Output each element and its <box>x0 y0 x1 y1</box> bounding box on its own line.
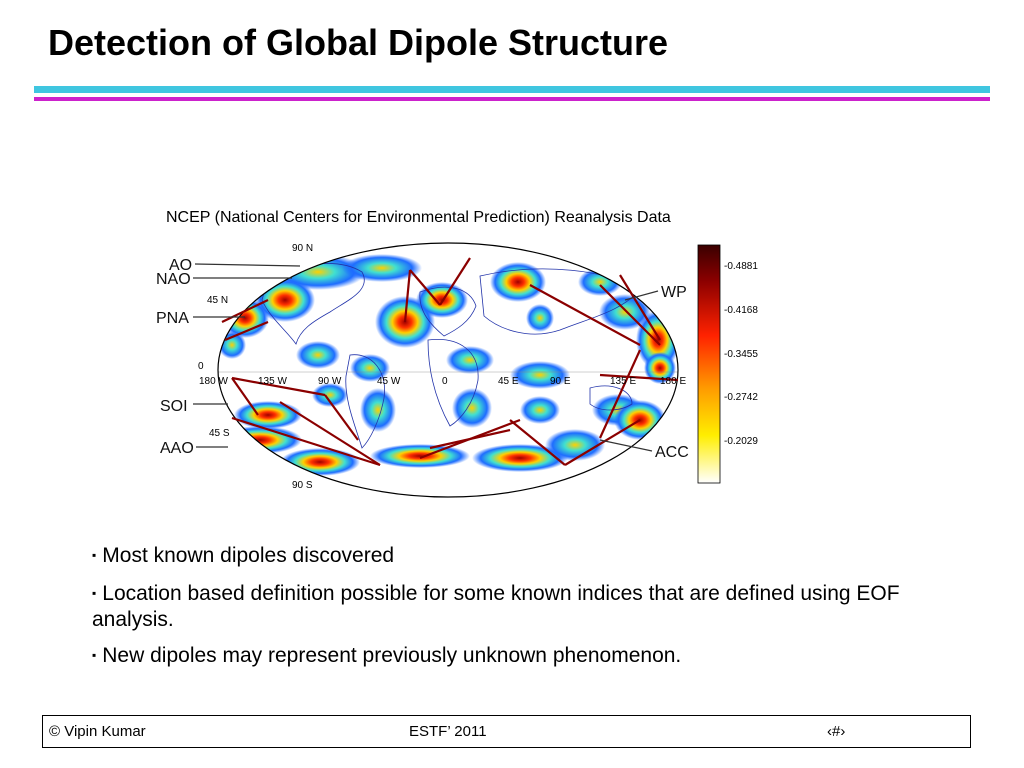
dipole-link <box>619 274 661 341</box>
title-rule-cyan <box>34 86 990 93</box>
bullet-marker-icon: ▪ <box>92 548 97 562</box>
activity-region <box>490 262 546 302</box>
continent-outline <box>261 263 365 345</box>
activity-region <box>280 448 360 476</box>
dipole-link <box>509 419 566 466</box>
activity-region <box>234 401 302 429</box>
label-pointer <box>624 290 659 301</box>
index-label-soi: SOI <box>160 398 188 415</box>
continent-outline <box>419 286 477 337</box>
activity-region <box>360 388 396 432</box>
figure-caption: NCEP (National Centers for Environmental… <box>166 209 671 226</box>
continent-outline <box>345 354 386 449</box>
dipole-link <box>529 284 641 346</box>
lon-label: 90 W <box>318 376 342 387</box>
lat-label: 0 <box>198 361 204 372</box>
continent-outline <box>427 338 479 427</box>
map-border <box>217 242 679 498</box>
bullet-text: Location based definition possible for s… <box>92 582 900 631</box>
colorbar <box>697 244 721 484</box>
activity-region <box>452 388 492 428</box>
lon-label: 180 W <box>199 376 228 387</box>
lat-label: 90 N <box>292 243 313 254</box>
footer-author: © Vipin Kumar <box>49 723 146 740</box>
dipole-link <box>564 419 641 466</box>
colorbar-tick: -0.2742 <box>724 392 758 403</box>
lon-label: 135 E <box>610 376 636 387</box>
dipole-link <box>221 299 269 323</box>
colorbar-tick: -0.2029 <box>724 436 758 447</box>
bullet-text: New dipoles may represent previously unk… <box>102 644 682 667</box>
activity-region <box>520 396 560 424</box>
label-pointer <box>599 439 653 452</box>
colorbar-tick: -0.4168 <box>724 305 758 316</box>
bullet-marker-icon: ▪ <box>92 586 97 600</box>
activity-region <box>296 341 340 369</box>
lat-label: 90 S <box>292 480 313 491</box>
bullet-text: Most known dipoles discovered <box>102 544 395 567</box>
colorbar-tick: -0.4881 <box>724 261 758 272</box>
map-area <box>218 243 678 497</box>
bullet-list: ▪ Most known dipoles discovered ▪ Location… <box>92 544 932 682</box>
dipole-link <box>231 376 326 397</box>
slide-title: Detection of Global Dipole Structure <box>48 22 669 63</box>
bullet-marker-icon: ▪ <box>92 648 97 662</box>
lon-label: 180 E <box>660 376 686 387</box>
footer-event: ESTF’ 2011 <box>409 723 487 740</box>
index-label-wp: WP <box>661 284 687 301</box>
activity-region <box>526 304 554 332</box>
dipole-link <box>439 257 471 306</box>
bullet-item: ▪ New dipoles may represent previously un… <box>92 644 932 670</box>
activity-region <box>472 444 568 472</box>
lon-label: 135 W <box>258 376 287 387</box>
lat-label: 45 S <box>209 428 230 439</box>
lon-label: 45 W <box>377 376 401 387</box>
dipole-link <box>324 394 359 441</box>
dipole-link <box>409 269 441 306</box>
dipole-link <box>279 401 381 466</box>
index-label-ao: AO <box>169 257 192 274</box>
slide-footer: © Vipin Kumar ESTF’ 2011 ‹#› <box>42 715 971 748</box>
index-label-nao: NAO <box>156 271 191 288</box>
dipole-links <box>221 257 679 467</box>
bullet-item: ▪ Location based definition possible for … <box>92 582 932 632</box>
index-label-acc: ACC <box>655 444 689 461</box>
dipole-link <box>598 349 642 439</box>
lon-label: 45 E <box>498 376 519 387</box>
index-label-pna: PNA <box>156 310 189 327</box>
activity-region <box>510 361 570 389</box>
activity-region <box>446 346 494 374</box>
dipole-link <box>224 320 269 342</box>
dipole-link <box>231 377 259 416</box>
bullet-item: ▪ Most known dipoles discovered <box>92 544 932 570</box>
activity-region <box>312 383 348 407</box>
dipole-link <box>429 428 511 450</box>
dipole-link <box>403 269 412 323</box>
colorbar-tick: -0.3455 <box>724 349 758 360</box>
label-pointer <box>194 263 301 267</box>
activity-region <box>545 429 605 461</box>
activity-region <box>350 354 390 382</box>
lat-label: 45 N <box>207 295 228 306</box>
lon-label: 90 E <box>550 376 571 387</box>
continent-outline <box>479 268 641 335</box>
continent-outline <box>589 385 633 411</box>
activity-region <box>644 352 676 384</box>
dipole-link <box>231 416 381 467</box>
activity-region <box>342 254 422 282</box>
dipole-link <box>599 373 679 382</box>
title-rule-magenta <box>34 97 990 101</box>
activity-region <box>370 444 470 468</box>
activity-region <box>218 426 302 454</box>
index-label-aao: AAO <box>160 440 194 457</box>
lon-label: 0 <box>442 376 448 387</box>
footer-page-number: ‹#› <box>827 723 846 740</box>
dipole-link <box>599 284 661 346</box>
